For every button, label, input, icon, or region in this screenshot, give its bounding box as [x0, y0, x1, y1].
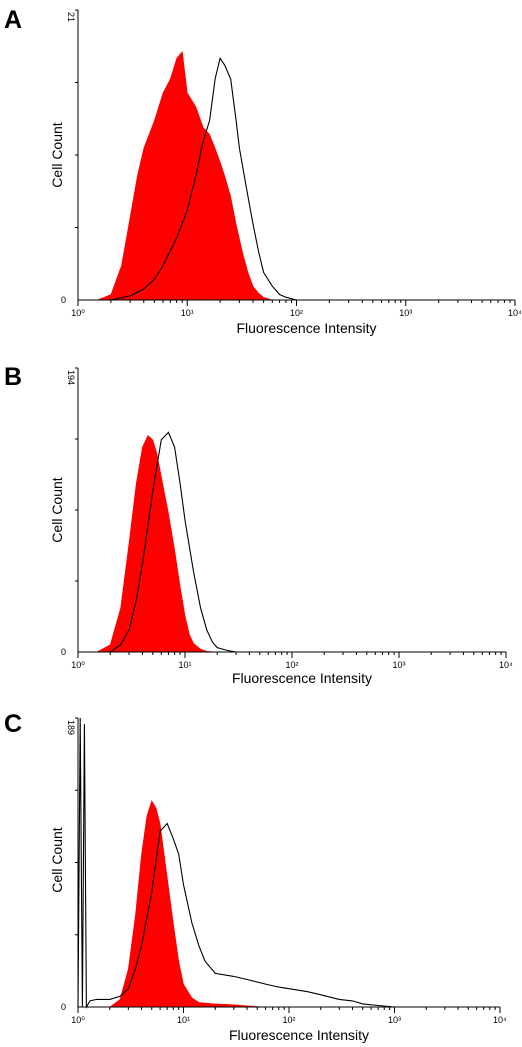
panel-c-x-tick-label: 10⁰ [71, 1015, 85, 1025]
panel-a-y-max-label: 21 [66, 12, 76, 22]
panel-b-filled-histogram [96, 434, 218, 653]
panel-a-outline-histogram [110, 56, 297, 301]
panel-b-x-tick-label: 10⁰ [71, 660, 85, 670]
panel-c-outline-histogram [77, 717, 395, 1009]
panel-a: A 10⁰ 10¹ 10² 10³ 10⁴ 21 0 Cell Count Fluorescen… [4, 6, 522, 336]
panel-c: C 10⁰ 10¹ 10² 10³ 10⁴ 189 0 Cell Count Fluoresce… [4, 710, 507, 1043]
panel-c-x-tick-label: 10² [282, 1015, 295, 1025]
panel-letter-c: C [4, 710, 22, 738]
panel-b-y-max-label: 194 [66, 370, 76, 385]
panel-a-y-axis-title: Cell Count [49, 122, 65, 187]
panel-a-x-axis-title: Fluorescence Intensity [236, 320, 376, 336]
panel-c-y-axis-title: Cell Count [49, 827, 65, 892]
panel-c-x-tick-label: 10³ [388, 1015, 401, 1025]
panel-b-y-axis-title: Cell Count [49, 477, 65, 542]
panel-c-filled-histogram [109, 799, 266, 1008]
panel-a-x-tick-label: 10⁰ [71, 308, 85, 318]
panel-b-x-tick-label: 10¹ [178, 660, 191, 670]
panel-a-x-tick-label: 10³ [399, 308, 412, 318]
panel-b-outline-histogram [109, 431, 237, 653]
panel-a-x-tick-label: 10⁴ [508, 308, 522, 318]
panel-letter-b: B [4, 363, 22, 391]
panel-a-y-zero-label: 0 [61, 295, 66, 305]
panel-b-x-axis-title: Fluorescence Intensity [232, 670, 372, 686]
panel-b-x-tick-label: 10³ [392, 660, 405, 670]
panel-c-x-tick-label: 10¹ [177, 1015, 190, 1025]
panel-b-x-tick-label: 10⁴ [499, 660, 513, 670]
panel-c-y-max-label: 189 [66, 720, 76, 735]
panel-b-y-zero-label: 0 [61, 647, 66, 657]
panel-a-filled-histogram [97, 50, 273, 301]
panel-b: B 10⁰ 10¹ 10² 10³ 10⁴ 194 0 Cell Count Fluoresce… [4, 363, 513, 686]
panel-a-x-tick-label: 10² [290, 308, 303, 318]
panel-c-y-zero-label: 0 [61, 1002, 66, 1012]
panel-c-x-axis-title: Fluorescence Intensity [229, 1027, 369, 1043]
panel-b-x-tick-label: 10² [285, 660, 298, 670]
panel-a-x-tick-label: 10¹ [181, 308, 194, 318]
panel-c-x-tick-label: 10⁴ [493, 1015, 507, 1025]
panel-letter-a: A [4, 6, 22, 34]
